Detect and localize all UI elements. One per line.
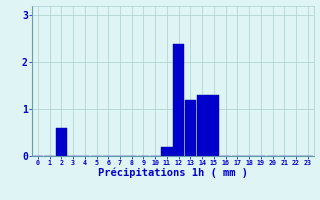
Bar [56, 128, 67, 156]
Bar [161, 147, 172, 156]
X-axis label: Précipitations 1h ( mm ): Précipitations 1h ( mm ) [98, 168, 248, 178]
Bar [185, 100, 196, 156]
Bar [208, 95, 220, 156]
Bar [196, 95, 208, 156]
Bar [173, 44, 184, 156]
